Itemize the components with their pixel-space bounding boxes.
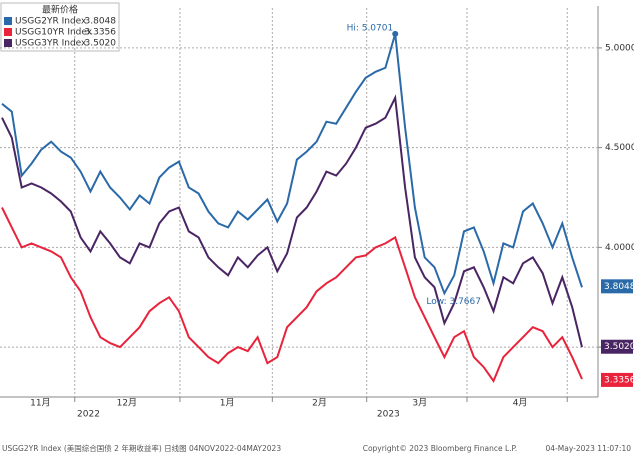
footer-date: 04-May-2023 11:07:10 [546, 444, 632, 453]
last-value-tag [601, 279, 633, 294]
series-line [1, 207, 583, 384]
legend-label: USGG3YR Index [15, 39, 87, 49]
last-value-label: 3.5020 [604, 342, 634, 352]
x-tick-label: 3月 [412, 398, 427, 409]
x-tick-label: 11月 [30, 398, 50, 409]
legend-title: 最新价格 [42, 4, 78, 16]
y-tick-label: 4.5000 [605, 143, 634, 153]
legend-label: USGG2YR Index [15, 17, 87, 27]
last-value-label: 3.8048 [604, 282, 634, 292]
last-value-label: 3.3356 [604, 375, 634, 385]
low-annotation: Low: 3.7667 [426, 297, 481, 307]
legend-box [0, 2, 120, 52]
x-tick-label: 12月 [117, 398, 137, 409]
footer-copyright: Copyright© 2023 Bloomberg Finance L.P. [363, 444, 518, 453]
last-value-tag [601, 339, 633, 354]
x-tick-label: 4月 [513, 398, 528, 409]
series-line [1, 94, 583, 348]
legend-value: 3.5020 [85, 39, 117, 49]
legend-swatch [4, 28, 12, 36]
legend-value: 3.8048 [85, 17, 117, 27]
y-tick-label: 4.0000 [605, 243, 634, 253]
x-tick-label: 2月 [312, 398, 327, 409]
legend-label: USGG10YR Index [15, 28, 93, 38]
legend-swatch [4, 17, 12, 25]
x-tick-label: 1月 [220, 398, 235, 409]
footer-left: USGG2YR Index (美国综合国债 2 年期收益率) 日线图 04NOV… [2, 443, 281, 453]
year-label: 2023 [377, 410, 400, 420]
high-marker [392, 30, 399, 37]
year-label: 2022 [77, 410, 100, 420]
high-annotation: Hi: 5.0701 [347, 23, 394, 33]
series-line [1, 33, 583, 296]
legend-value: 3.3356 [85, 28, 117, 38]
y-tick-label: 5.0000 [605, 43, 634, 53]
legend-swatch [4, 39, 12, 47]
last-value-tag [601, 372, 633, 387]
